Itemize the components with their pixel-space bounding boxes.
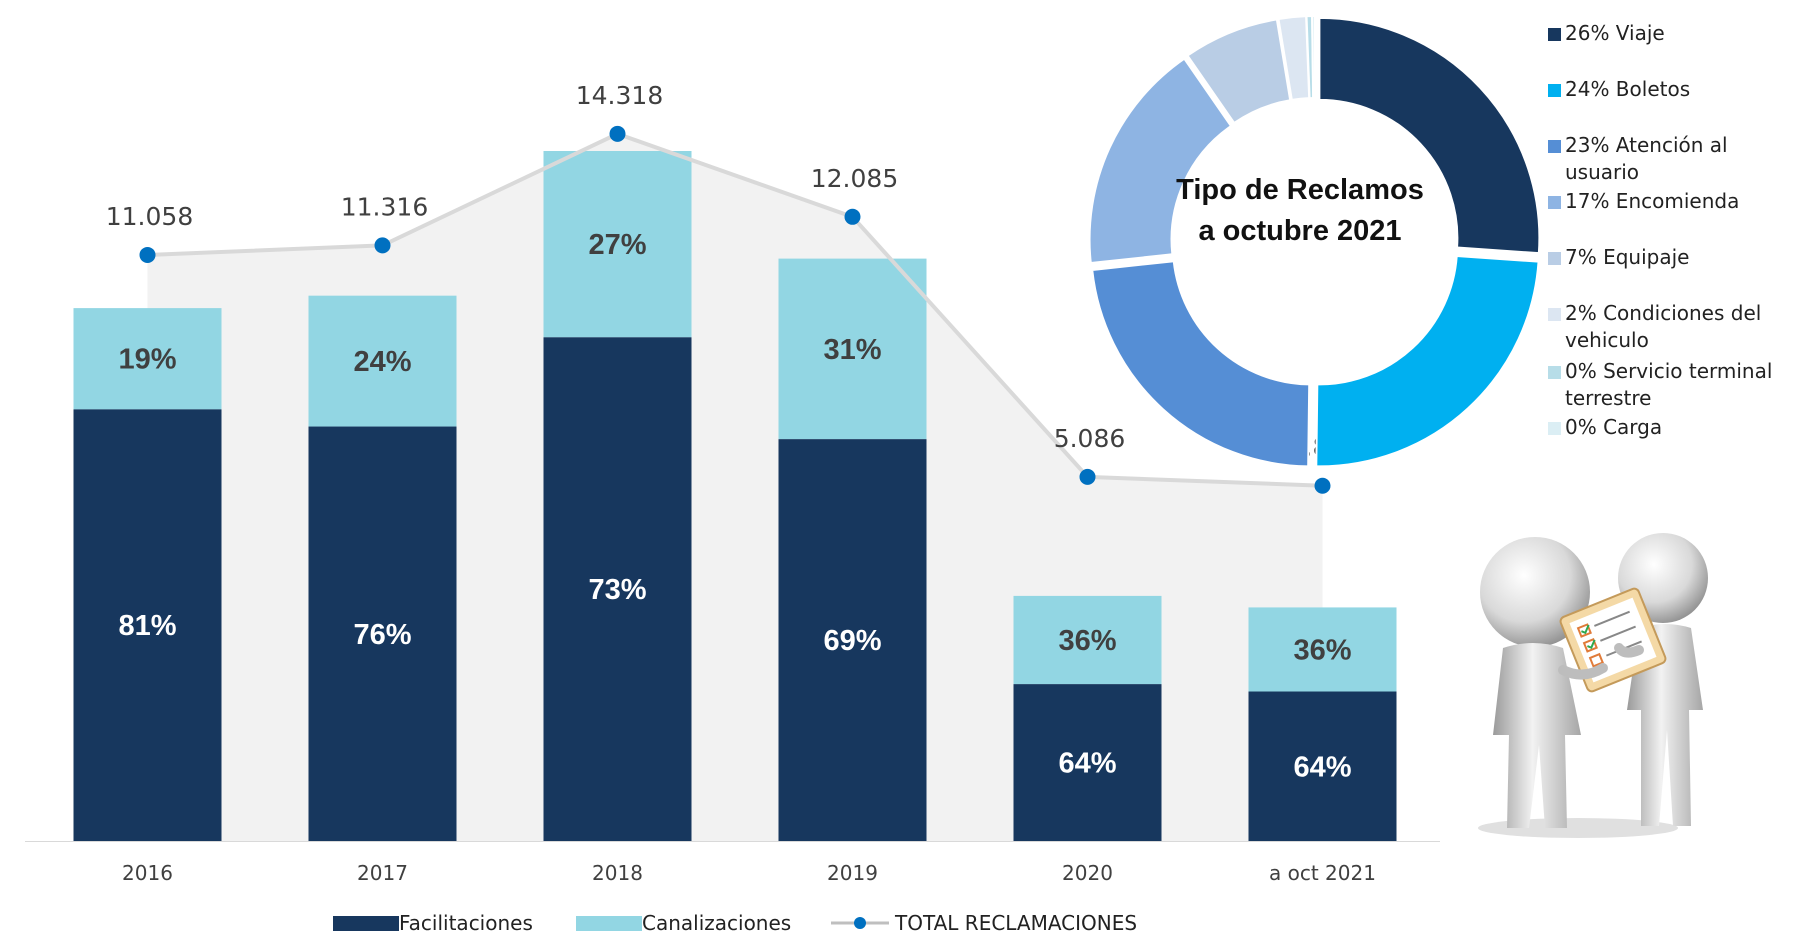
- donut-hole: [1179, 106, 1451, 378]
- donut-legend-swatch: [1548, 252, 1561, 265]
- donut-legend-item: 0% Servicio terminal terrestre: [1548, 358, 1803, 412]
- data-label-canalizaciones: 27%: [588, 229, 646, 261]
- bar-canalizaciones: [1013, 595, 1162, 685]
- bar-facilitaciones: [778, 439, 927, 841]
- bar-canalizaciones: [73, 308, 222, 410]
- total-label: 11.058: [106, 202, 193, 231]
- donut-legend-label: 17% Encomienda: [1565, 189, 1740, 213]
- donut-legend-item: 17% Encomienda: [1548, 188, 1803, 215]
- total-point: [844, 208, 861, 225]
- donut-legend-swatch: [1548, 28, 1561, 41]
- people-clipboard-illustration: [1478, 533, 1708, 838]
- legend-label-facilitaciones: Facilitaciones: [399, 911, 533, 935]
- bar-facilitaciones: [543, 337, 692, 841]
- donut-slice: [1186, 18, 1292, 125]
- donut-legend-swatch: [1548, 422, 1561, 435]
- donut-slice: [1088, 57, 1233, 265]
- donut-legend-swatch: [1548, 196, 1561, 209]
- legend-swatch-facilitaciones: [333, 916, 399, 931]
- x-tick-label: 2017: [357, 861, 408, 885]
- data-label-canalizaciones: 36%: [1058, 625, 1116, 657]
- data-label-canalizaciones: 31%: [823, 334, 881, 366]
- donut-slice: [1091, 260, 1311, 468]
- legend-line-marker-icon: [831, 917, 889, 929]
- main-chart: 19% 81% 2016 24% 76% 2017 27% 73% 2018 31% 69% 2019…: [25, 81, 1440, 885]
- x-tick-label: 2018: [592, 861, 643, 885]
- donut-legend-label: 0% Servicio terminal terrestre: [1565, 359, 1773, 410]
- donut-legend-item: 23% Atención al usuario: [1548, 132, 1803, 186]
- donut-legend-label: 2% Condiciones del vehiculo: [1565, 301, 1762, 352]
- x-tick-label: a oct 2021: [1269, 861, 1376, 885]
- bar-facilitaciones: [308, 426, 457, 841]
- bar-facilitaciones: [1248, 691, 1397, 841]
- bar-canalizaciones: [1248, 607, 1397, 692]
- legend-swatch-canalizaciones: [576, 916, 642, 931]
- donut-title: Tipo de Reclamos a octubre 2021: [1176, 174, 1424, 247]
- data-label-facilitaciones: 64%: [1058, 748, 1116, 780]
- total-label: 5.086: [1054, 424, 1126, 453]
- legend-label-canalizaciones: Canalizaciones: [642, 911, 792, 935]
- data-label-canalizaciones: 24%: [353, 346, 411, 378]
- total-line: [147, 131, 1323, 488]
- x-tick-label: 2019: [827, 861, 878, 885]
- donut-slice: [1318, 16, 1540, 255]
- donut-legend-item: 0% Carga: [1548, 414, 1803, 441]
- total-label: 11.316: [341, 192, 428, 221]
- donut-legend-swatch: [1548, 140, 1561, 153]
- donut-legend-item: 26% Viaje: [1548, 20, 1803, 47]
- donut-legend-label: 0% Carga: [1565, 415, 1663, 439]
- legend-label-total-reclamaciones: TOTAL RECLAMACIONES: [895, 911, 1138, 935]
- total-point: [1079, 468, 1096, 485]
- donut-legend-label: 7% Equipaje: [1565, 245, 1690, 269]
- donut-chart: [1088, 15, 1540, 468]
- x-tick-label: 2016: [122, 861, 173, 885]
- bar-facilitaciones: [73, 409, 222, 841]
- data-label-facilitaciones: 76%: [353, 619, 411, 651]
- donut-legend-item: 2% Condiciones del vehiculo: [1548, 300, 1803, 354]
- donut-legend-item: 24% Boletos: [1548, 76, 1803, 103]
- donut-legend-swatch: [1548, 308, 1561, 321]
- donut-legend-swatch: [1548, 84, 1561, 97]
- bar-canalizaciones: [778, 258, 927, 440]
- x-tick-label: 2020: [1062, 861, 1113, 885]
- donut-legend-swatch: [1548, 366, 1561, 379]
- donut-slice: [1311, 15, 1316, 100]
- total-point: [139, 246, 156, 263]
- data-label-facilitaciones: 81%: [118, 610, 176, 642]
- total-label: 14.318: [576, 81, 663, 110]
- total-point: [609, 125, 626, 142]
- data-label-facilitaciones: 69%: [823, 625, 881, 657]
- data-label-canalizaciones: 19%: [118, 344, 176, 376]
- donut-legend-label: 24% Boletos: [1565, 77, 1691, 101]
- total-point: [1314, 477, 1331, 494]
- bar-canalizaciones: [543, 151, 692, 338]
- donut-slice: [1315, 254, 1540, 468]
- total-point: [374, 237, 391, 254]
- donut-legend-label: 26% Viaje: [1565, 21, 1665, 45]
- total-label: 12.085: [811, 164, 898, 193]
- data-label-canalizaciones: 36%: [1293, 634, 1351, 666]
- bar-facilitaciones: [1013, 684, 1162, 841]
- bottom-legend: Facilitaciones Canalizaciones TOTAL RECL…: [333, 910, 1153, 936]
- bar-canalizaciones: [308, 295, 457, 427]
- data-label-facilitaciones: 64%: [1293, 751, 1351, 783]
- donut-legend-label: 23% Atención al usuario: [1565, 133, 1728, 184]
- data-label-facilitaciones: 73%: [588, 574, 646, 606]
- donut-legend-item: 7% Equipaje: [1548, 244, 1803, 271]
